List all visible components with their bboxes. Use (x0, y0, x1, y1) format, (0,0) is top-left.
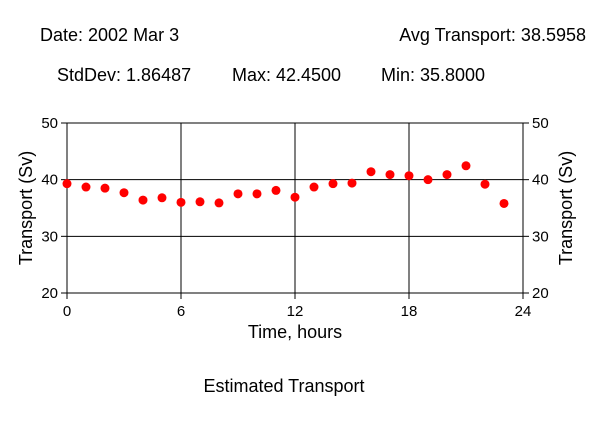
y-tick-label-left: 50 (41, 115, 58, 132)
data-point (271, 185, 281, 195)
data-point (442, 170, 452, 180)
data-point (81, 182, 91, 192)
data-point (423, 175, 433, 185)
y-tick-label-left: 40 (41, 172, 58, 189)
x-tick-label: 0 (63, 303, 71, 320)
chart-caption: Estimated Transport (203, 376, 365, 396)
data-point (499, 198, 509, 208)
data-point (157, 193, 167, 203)
x-tick-label: 12 (287, 303, 304, 320)
x-tick-label: 6 (177, 303, 185, 320)
data-point (347, 178, 357, 188)
data-point (252, 189, 262, 199)
y-axis-label-left: Transport (Sv) (16, 151, 36, 265)
data-point (328, 179, 338, 189)
data-point (385, 170, 395, 180)
data-point (176, 197, 186, 207)
data-point (138, 195, 148, 205)
data-point (404, 171, 414, 181)
x-axis-label: Time, hours (248, 322, 342, 342)
y-tick-label-right: 40 (532, 172, 549, 189)
data-point (461, 161, 471, 171)
data-point (214, 198, 224, 208)
data-points (62, 161, 509, 208)
data-point (480, 179, 490, 189)
y-tick-label-right: 50 (532, 115, 549, 132)
data-point (309, 182, 319, 192)
stddev-label: StdDev: 1.86487 (57, 65, 192, 85)
y-tick-labels-left: 20 30 40 50 (41, 115, 58, 302)
data-point (366, 167, 376, 177)
data-point (62, 179, 72, 189)
y-tick-label-left: 30 (41, 228, 58, 245)
y-tick-label-right: 30 (532, 228, 549, 245)
x-tick-label: 18 (401, 303, 418, 320)
y-tick-labels-right: 20 30 40 50 (532, 115, 549, 302)
avg-transport-label: Avg Transport: 38.5958 (399, 25, 586, 45)
x-tick-labels: 0 6 12 18 24 (63, 303, 532, 320)
data-point (119, 188, 129, 198)
data-point (290, 192, 300, 202)
y-axis-label-right: Transport (Sv) (556, 151, 576, 265)
x-tick-label: 24 (515, 303, 532, 320)
data-point (100, 183, 110, 193)
y-tick-label-left: 20 (41, 285, 58, 302)
date-label: Date: 2002 Mar 3 (40, 25, 180, 45)
min-label: Min: 35.8000 (381, 65, 486, 85)
grid-lines (67, 123, 523, 293)
data-point (195, 197, 205, 207)
y-tick-label-right: 20 (532, 285, 549, 302)
data-point (233, 189, 243, 199)
max-label: Max: 42.4500 (232, 65, 342, 85)
